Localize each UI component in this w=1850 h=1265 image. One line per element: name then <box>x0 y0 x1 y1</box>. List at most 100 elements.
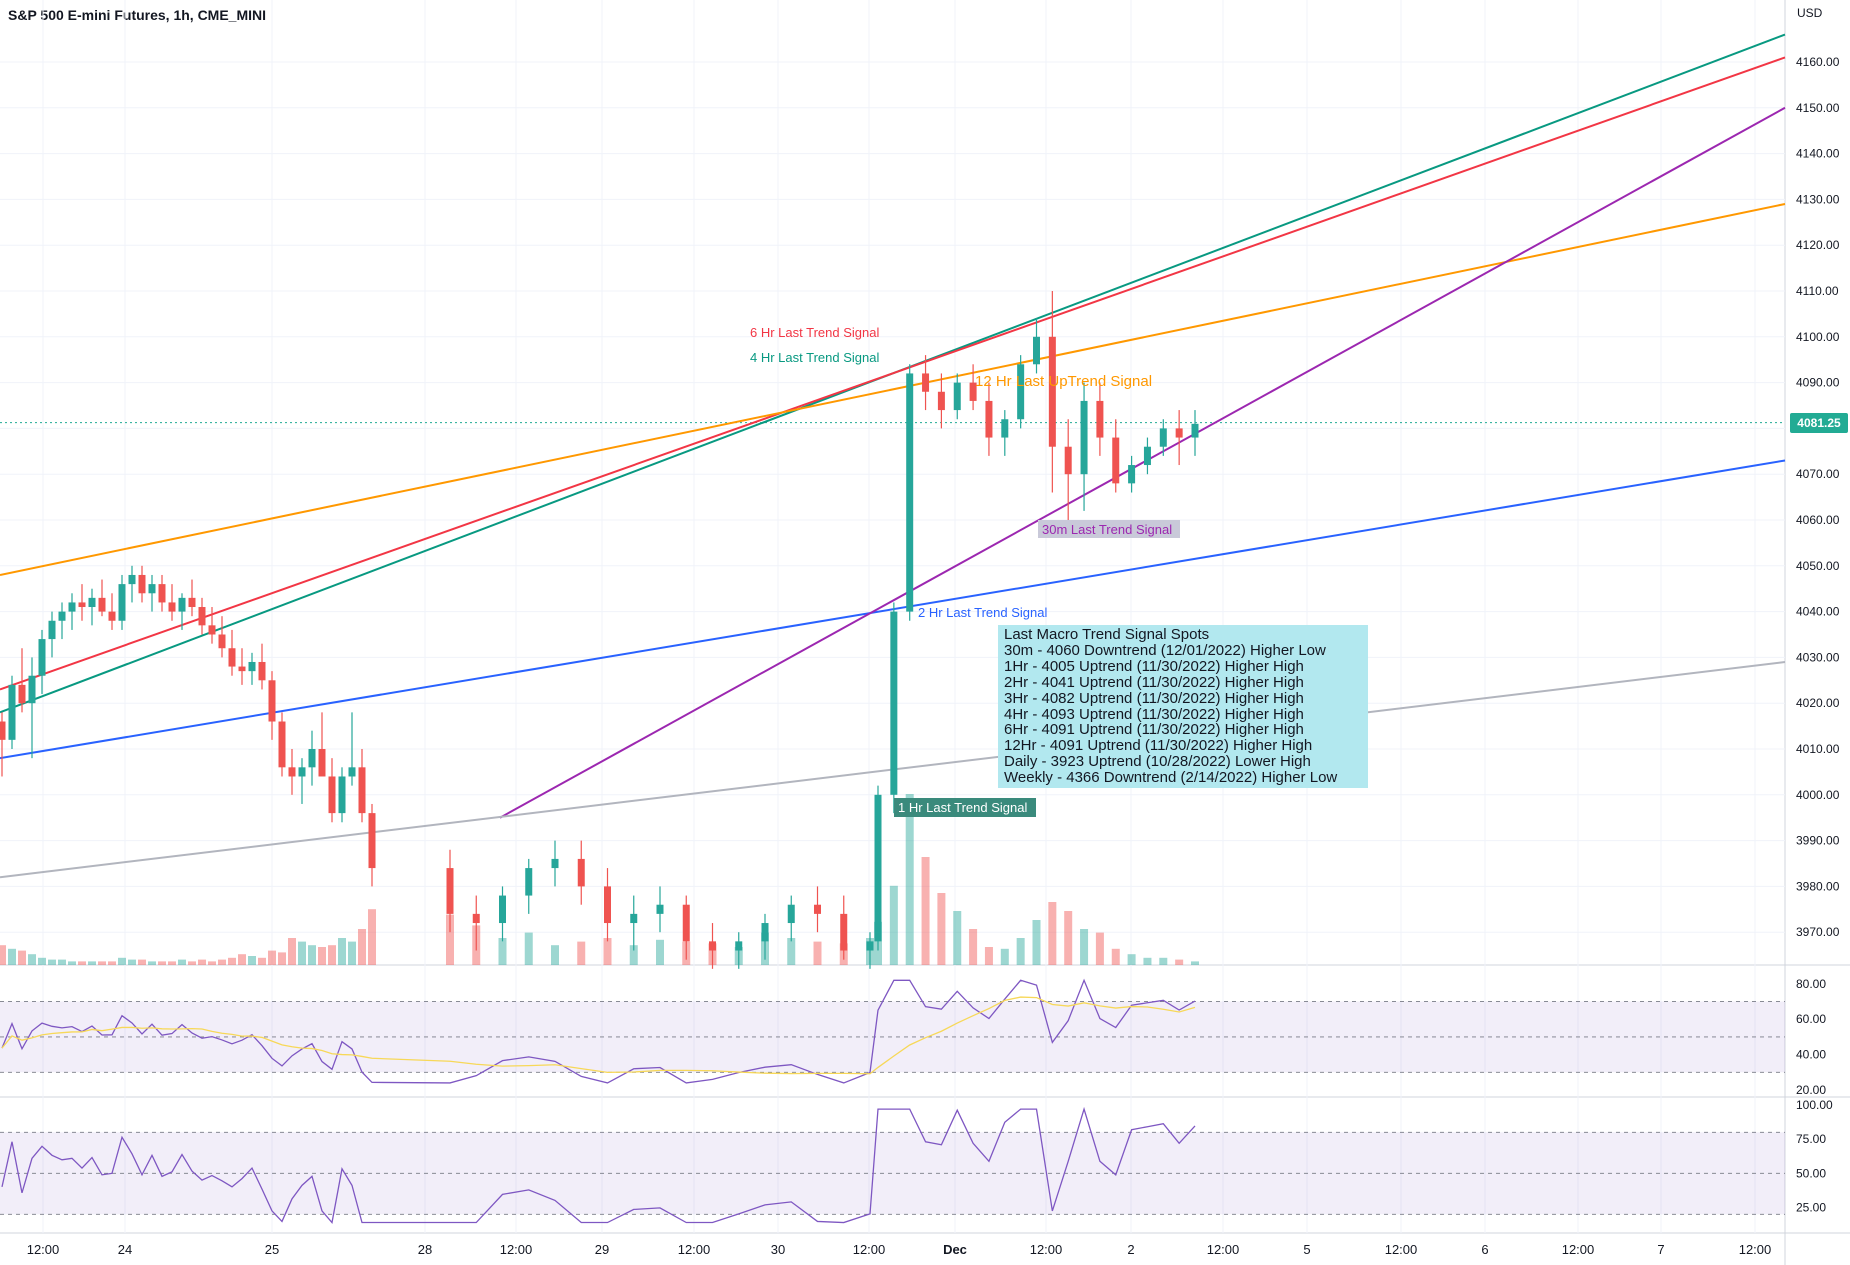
current-price-tag: 4081.25 <box>1790 413 1848 433</box>
info-line: 30m - 4060 Downtrend (12/01/2022) Higher… <box>1004 641 1326 659</box>
time-tick-label: 29 <box>595 1242 609 1257</box>
volume-bar <box>953 911 962 965</box>
candle-body <box>38 639 46 676</box>
volume-bar <box>1127 954 1136 965</box>
signal-1hr-bg <box>894 798 1036 817</box>
volume-bar <box>1143 957 1152 965</box>
volume-bar <box>98 961 106 965</box>
candle-body <box>248 661 256 672</box>
signal-label-2hr: 2 Hr Last Trend Signal <box>918 605 1047 620</box>
price-tick-label: 4110.00 <box>1796 284 1839 298</box>
rsi-pane-2: 100.00 75.00 50.00 25.00 <box>0 1098 1833 1224</box>
time-tick-label: 12:00 <box>678 1242 711 1257</box>
price-tick-label: 4020.00 <box>1796 696 1840 710</box>
candle-body <box>1128 465 1136 484</box>
volume-bar <box>921 857 930 965</box>
time-tick-label: Dec <box>943 1242 967 1257</box>
volume-bar <box>969 929 978 965</box>
volume-bar <box>248 956 256 965</box>
candle-body <box>148 584 156 594</box>
volume-bar <box>446 914 454 965</box>
volume-bar <box>58 959 66 965</box>
30m-trend-line <box>499 106 1786 819</box>
rsi-tick-label: 40.00 <box>1796 1048 1826 1062</box>
candles <box>0 291 1199 969</box>
volume-bar <box>88 961 96 965</box>
price-tick-label: 4060.00 <box>1796 513 1840 527</box>
volume-bar <box>498 938 507 965</box>
price-tick-label: 3980.00 <box>1796 879 1840 893</box>
volume-bar <box>1159 957 1168 965</box>
signal-30m-bg <box>1038 520 1180 538</box>
time-tick-label: 12:00 <box>853 1242 886 1257</box>
price-tick-label: 3970.00 <box>1796 925 1840 939</box>
volume-bar <box>268 950 276 965</box>
volume-bar <box>1000 948 1009 965</box>
price-tick-label: 4150.00 <box>1796 101 1840 115</box>
2hr-trend-line <box>0 459 1786 760</box>
candle-body <box>890 611 898 795</box>
volume-bar <box>188 961 196 965</box>
time-tick-label: 12:00 <box>1030 1242 1063 1257</box>
candle-body <box>472 913 480 924</box>
volume-bar <box>48 959 56 965</box>
volume-bar <box>905 794 914 965</box>
volume-bar <box>603 938 612 965</box>
rsi-tick-label: 100.00 <box>1796 1098 1833 1112</box>
volume-bar <box>551 945 559 965</box>
signal-label-4hr: 4 Hr Last Trend Signal <box>750 350 879 365</box>
rsi-tick-label: 50.00 <box>1796 1166 1826 1180</box>
time-tick-label: 2 <box>1127 1242 1134 1257</box>
candle-body <box>985 400 993 438</box>
volume-bar <box>368 909 376 965</box>
price-tick-label: 4050.00 <box>1796 559 1840 573</box>
rsi-tick-label: 20.00 <box>1796 1083 1826 1097</box>
price-tick-label: 4010.00 <box>1796 742 1840 756</box>
currency-label: USD <box>1797 6 1823 20</box>
volume-bar <box>198 959 206 965</box>
volume-bar <box>78 961 86 965</box>
volume-bar <box>1016 938 1025 965</box>
candle-body <box>937 391 945 411</box>
price-tick-label: 4140.00 <box>1796 147 1840 161</box>
rsi-pane-1: 80.00 60.00 40.00 20.00 <box>0 977 1826 1097</box>
candle-body <box>8 684 16 740</box>
volume-bar <box>1191 961 1199 965</box>
price-tick-label: 4070.00 <box>1796 467 1840 481</box>
candle-body <box>761 923 769 942</box>
candle-body <box>1112 437 1120 484</box>
candle-body <box>0 721 6 740</box>
candle-body <box>1080 400 1088 475</box>
candle-body <box>68 602 76 612</box>
candle-body <box>58 611 66 621</box>
candle-body <box>268 680 276 722</box>
volume-bar <box>8 948 16 965</box>
volume-bar <box>298 941 306 965</box>
time-tick-label: 12:00 <box>1739 1242 1772 1257</box>
candle-body <box>630 913 638 924</box>
info-line: 4Hr - 4093 Uptrend (11/30/2022) Higher H… <box>1004 705 1304 723</box>
signal-label-30m: 30m Last Trend Signal <box>1042 522 1172 537</box>
candle-body <box>168 602 176 612</box>
candle-body <box>577 858 585 887</box>
price-tick-label: 3990.00 <box>1796 834 1840 848</box>
volume-bar <box>937 893 946 965</box>
volume-bar <box>128 959 136 965</box>
time-tick-label: 30 <box>771 1242 785 1257</box>
candle-body <box>499 895 506 924</box>
candle-body <box>906 373 914 612</box>
volume-bar <box>1032 920 1041 965</box>
candle-body <box>814 904 821 914</box>
price-tick-label: 4130.00 <box>1796 192 1840 206</box>
time-tick-label: 12:00 <box>1207 1242 1240 1257</box>
candle-body <box>18 684 26 704</box>
candle-body <box>604 886 611 924</box>
time-tick-label: 12:00 <box>1562 1242 1595 1257</box>
rsi-tick-label: 80.00 <box>1796 977 1826 991</box>
volume-bar <box>228 957 236 965</box>
candle-body <box>118 584 126 621</box>
candle-body <box>48 620 56 640</box>
volume-bar <box>813 941 822 965</box>
